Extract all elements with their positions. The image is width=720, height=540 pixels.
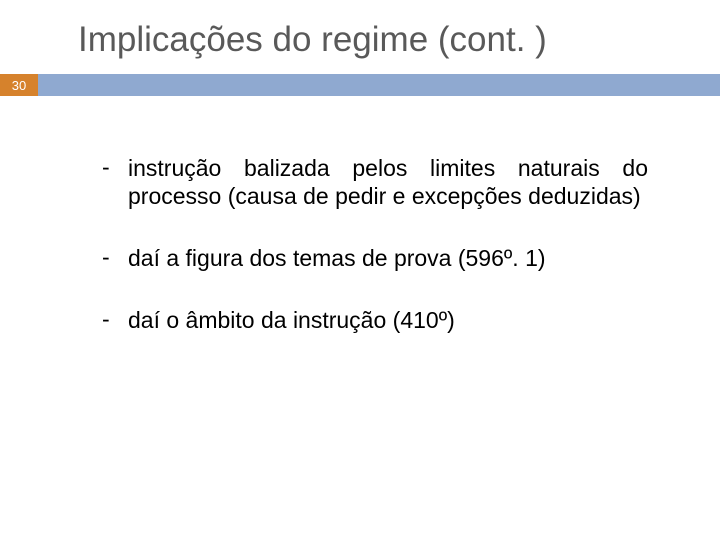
- bullet-text: daí o âmbito da instrução (410º): [128, 306, 455, 334]
- bullet-text: daí a figura dos temas de prova (596º. 1…: [128, 244, 546, 272]
- list-item: - daí o âmbito da instrução (410º): [102, 306, 648, 334]
- header-bar: [38, 74, 720, 96]
- slide-number-badge: 30: [0, 74, 38, 96]
- slide-number-bar: 30: [0, 74, 720, 96]
- slide-title: Implicações do regime (cont. ): [0, 0, 720, 74]
- bullet-dash: -: [102, 154, 128, 210]
- list-item: - instrução balizada pelos limites natur…: [102, 154, 648, 210]
- bullet-dash: -: [102, 306, 128, 334]
- bullet-text: instrução balizada pelos limites naturai…: [128, 154, 648, 210]
- bullet-dash: -: [102, 244, 128, 272]
- content-area: - instrução balizada pelos limites natur…: [0, 96, 720, 334]
- list-item: - daí a figura dos temas de prova (596º.…: [102, 244, 648, 272]
